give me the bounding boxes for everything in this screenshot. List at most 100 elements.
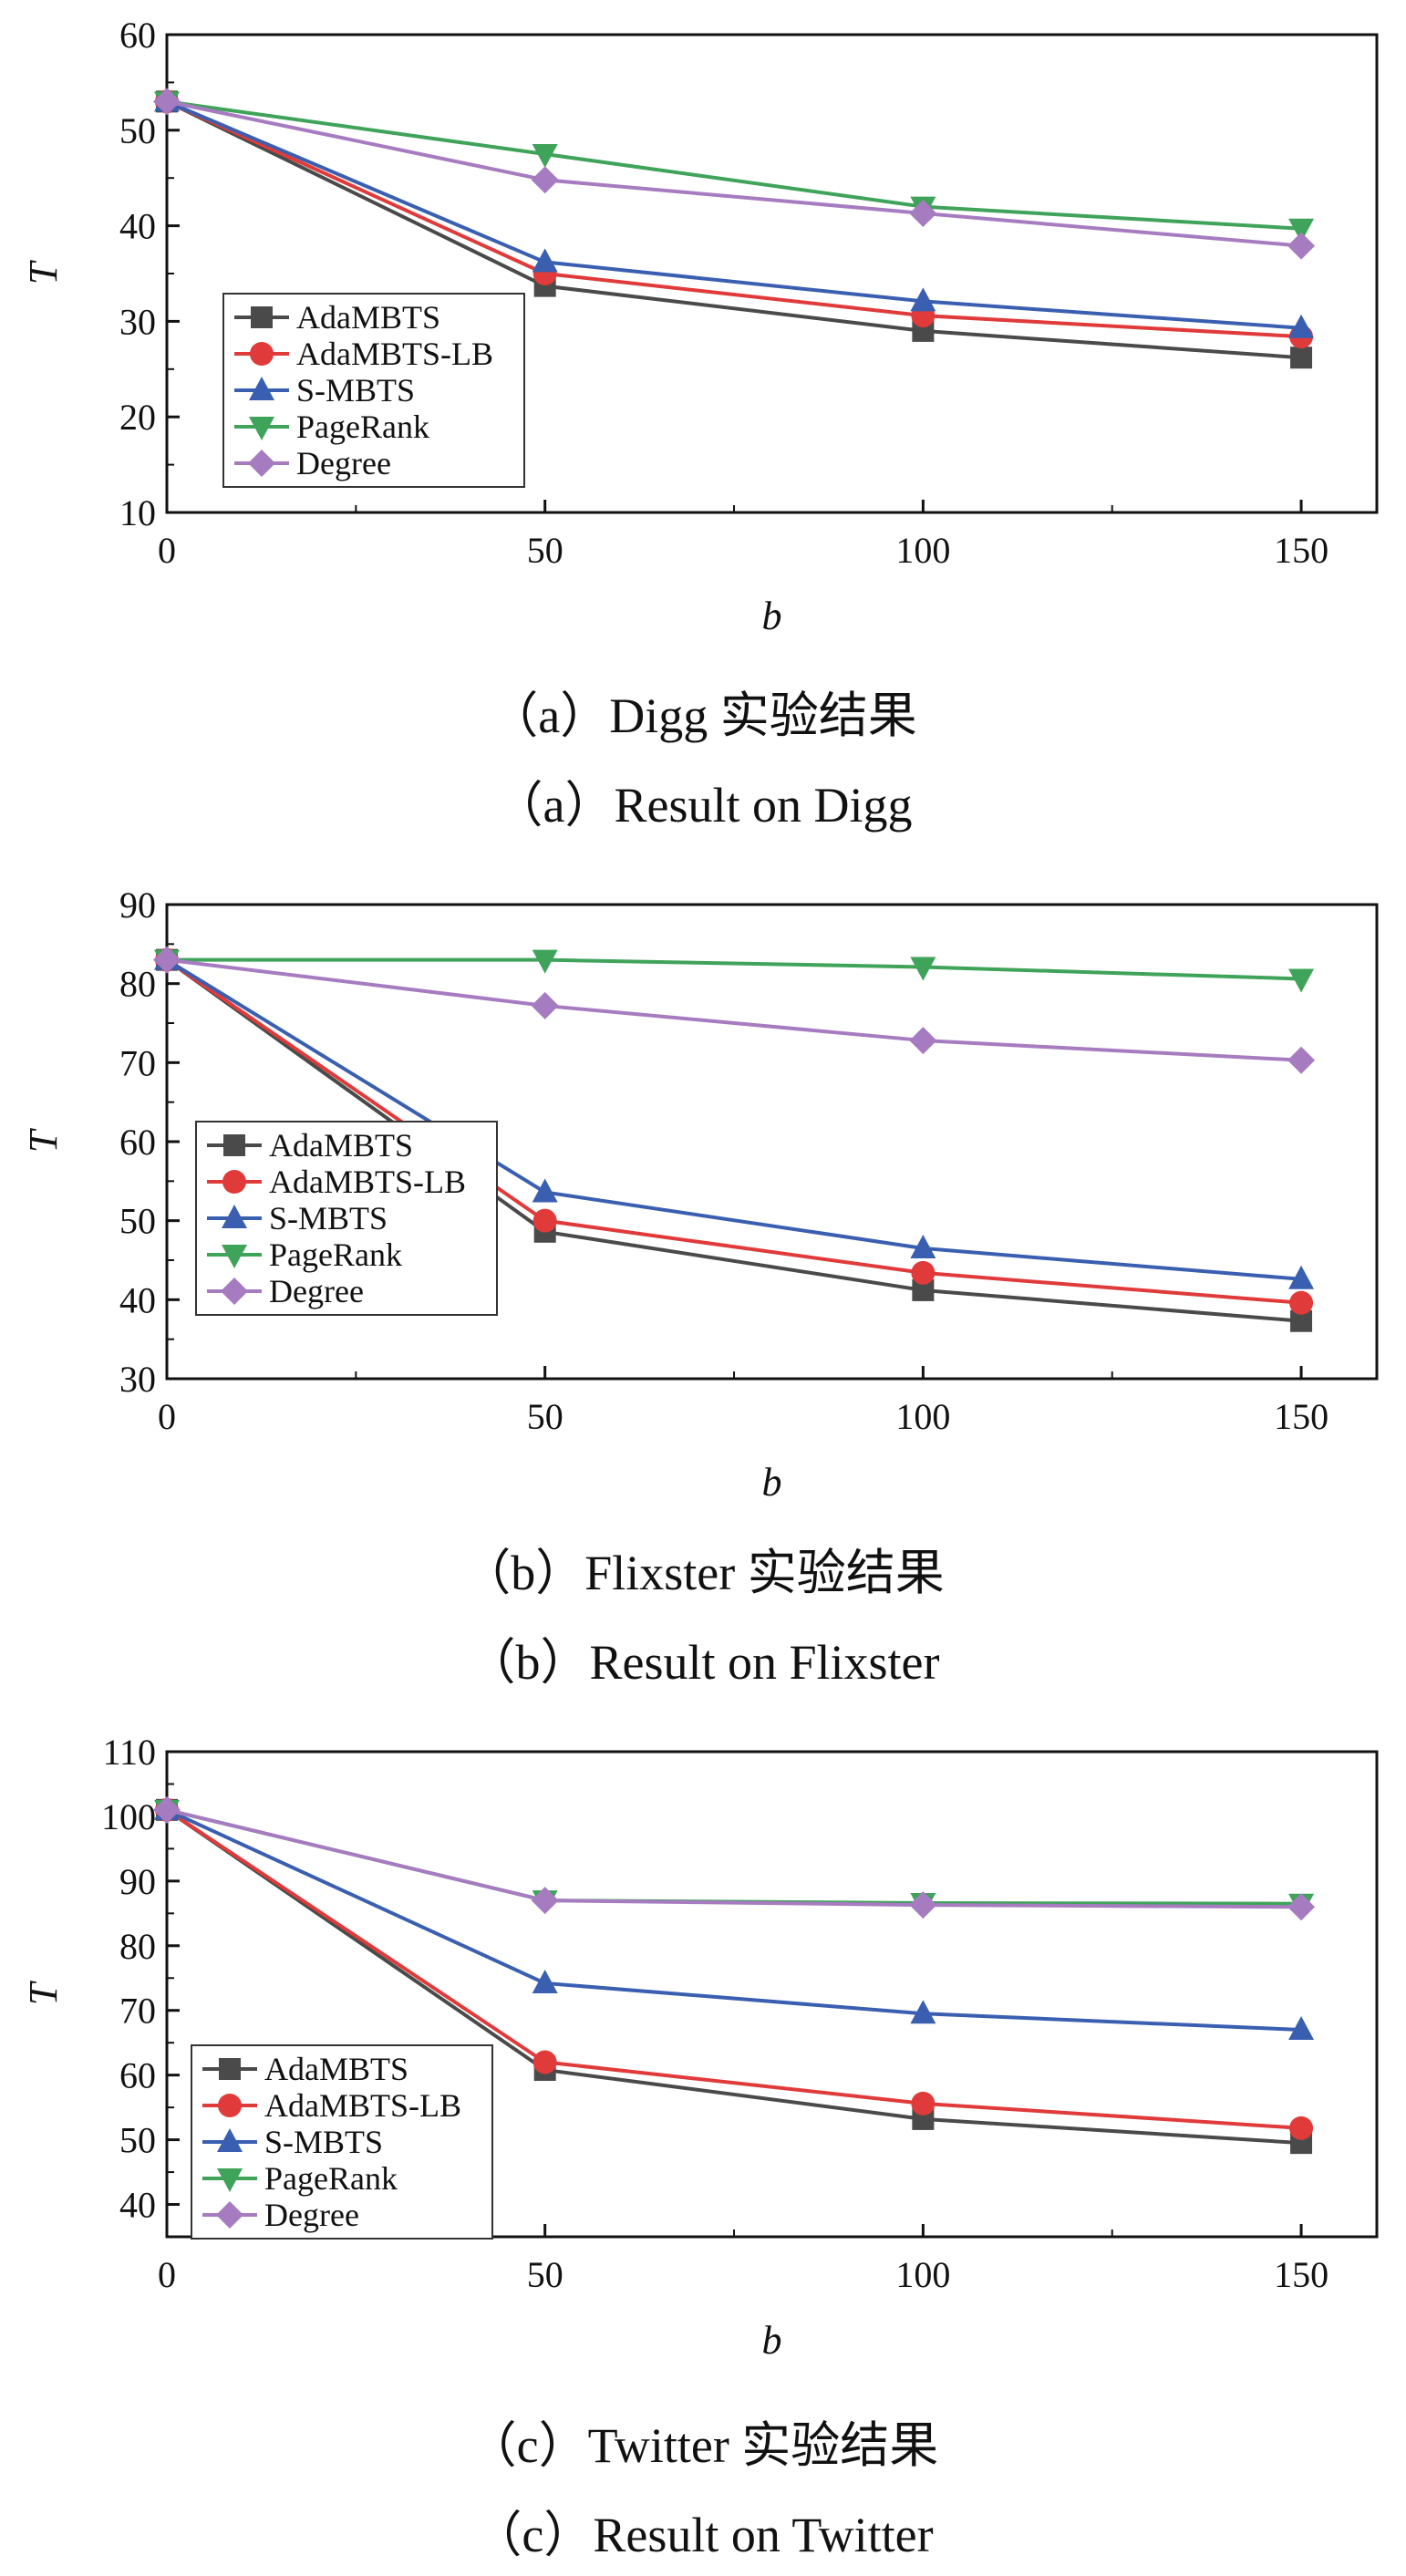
y-tick-label: 20	[119, 397, 156, 438]
data-point	[532, 2050, 557, 2074]
data-point	[531, 1887, 559, 1915]
legend-marker	[221, 1278, 248, 1305]
legend-marker	[222, 1170, 246, 1194]
series-pagerank	[154, 91, 1315, 243]
series-degree	[153, 88, 1316, 260]
x-tick-label: 50	[527, 2254, 563, 2295]
data-point	[531, 166, 559, 194]
data-point	[909, 199, 937, 227]
flixster-chart: 0 50 100 150 30 40 50 60 70 80 90 b T AdaMBTSAdaMBTS-…	[21, 885, 1379, 1505]
data-point	[911, 1260, 936, 1285]
series-line	[165, 958, 1302, 1305]
y-axis-label: T	[21, 1980, 66, 2005]
data-point	[532, 144, 558, 168]
x-tick-label: 100	[895, 530, 950, 571]
legend-marker	[249, 417, 274, 440]
series-line	[166, 99, 1302, 339]
series-line	[167, 957, 1302, 981]
data-point	[910, 1235, 936, 1258]
data-point	[153, 946, 181, 974]
data-point	[910, 2000, 936, 2024]
plot-frame	[165, 1750, 1379, 2239]
legend-marker	[248, 450, 275, 477]
series-degree	[153, 946, 1316, 1074]
digg-chart: 0 50 100 150 10 20 30 40 50 60 b T AdaMBTSAdaMBTS-LB…	[21, 15, 1379, 638]
series-line	[165, 1808, 1302, 2130]
x-tick-label: 150	[1274, 530, 1328, 571]
data-point	[1287, 232, 1316, 260]
series-line	[165, 958, 1302, 1323]
legend-label: AdaMBTS-LB	[296, 336, 493, 372]
data-point	[1287, 1046, 1316, 1074]
y-tick-label: 50	[119, 1201, 156, 1242]
flixster-caption-en: （b）Result on Flixster	[466, 1635, 940, 1690]
series-line	[166, 1807, 1302, 1909]
data-point	[911, 2091, 936, 2116]
legend-label: PageRank	[296, 409, 429, 445]
legend-label: S-MBTS	[264, 2124, 383, 2160]
legend-label: AdaMBTS-LB	[264, 2087, 461, 2124]
legend-marker	[223, 1134, 245, 1156]
legend-label: AdaMBTS	[269, 1127, 413, 1164]
flixster-caption-cn: （b）Flixster 实验结果	[461, 1546, 945, 1600]
chart-panel-digg: 0 50 100 150 10 20 30 40 50 60 b T AdaMBTS AdaMBTS-LB…	[0, 0, 1406, 839]
legend-marker	[222, 1205, 247, 1228]
data-point	[909, 1027, 937, 1055]
legend-label: PageRank	[264, 2160, 398, 2197]
x-tick-label: 100	[895, 1396, 950, 1437]
series-line	[166, 99, 1302, 360]
data-point	[1288, 218, 1315, 243]
legend-label: PageRank	[269, 1236, 402, 1273]
y-tick-label: 40	[119, 206, 156, 247]
data-point	[153, 1795, 181, 1824]
data-point	[1288, 314, 1315, 338]
y-tick-label: 100	[101, 1796, 156, 1837]
x-tick-label: 50	[527, 530, 563, 571]
y-axis-label: T	[21, 259, 66, 284]
legend-marker	[217, 2128, 243, 2152]
legend-label: AdaMBTS	[264, 2051, 408, 2087]
series-pagerank	[154, 1799, 1315, 1918]
data-point	[1288, 1265, 1315, 1289]
x-tick-label: 0	[158, 1396, 176, 1437]
y-tick-label: 40	[119, 1279, 156, 1320]
series-line	[166, 99, 1302, 231]
y-tick-label: 10	[119, 492, 156, 533]
data-point	[532, 1178, 558, 1203]
twitter-caption-en: （c）Result on Twitter	[472, 2508, 934, 2562]
y-tick-label: 30	[119, 1359, 156, 1400]
legend-label: S-MBTS	[296, 372, 415, 409]
series-pagerank	[154, 949, 1315, 993]
data-point	[1289, 1290, 1314, 1315]
data-point	[532, 1969, 558, 1993]
legend-marker	[216, 2201, 243, 2229]
data-point	[910, 957, 936, 981]
series-line	[166, 99, 1302, 330]
data-point	[1287, 1893, 1316, 1921]
data-point	[1290, 347, 1313, 369]
series-line	[166, 1808, 1302, 2033]
x-tick-label: 100	[895, 2254, 950, 2295]
data-point	[153, 88, 181, 116]
twitter-caption-cn: （c）Twitter 实验结果	[467, 2418, 939, 2473]
series-line	[166, 99, 1302, 248]
legend-label: AdaMBTS-LB	[269, 1164, 466, 1200]
legend-label: S-MBTS	[269, 1200, 388, 1236]
x-axis-label: b	[762, 594, 782, 638]
data-point	[532, 1208, 557, 1233]
x-tick-label: 150	[1274, 1396, 1328, 1437]
legend-marker	[250, 342, 274, 366]
twitter-chart: 0 50 100 150 40 50 60 70 80 90 100 110 b T AdaMBTSAdaM…	[21, 1732, 1379, 2363]
x-tick-label: 0	[158, 530, 176, 571]
data-point	[1289, 2116, 1314, 2140]
legend-marker	[218, 2094, 242, 2117]
data-point	[1288, 2016, 1315, 2041]
legend-label: Degree	[269, 1273, 364, 1309]
y-axis-label: T	[21, 1127, 66, 1153]
data-point	[531, 991, 559, 1019]
chart-panel-flixster: 0 50 100 150 30 40 50 60 70 80 90 b T AdaMBTS AdaMBTS-…	[0, 857, 1406, 1696]
data-point	[1288, 968, 1315, 993]
